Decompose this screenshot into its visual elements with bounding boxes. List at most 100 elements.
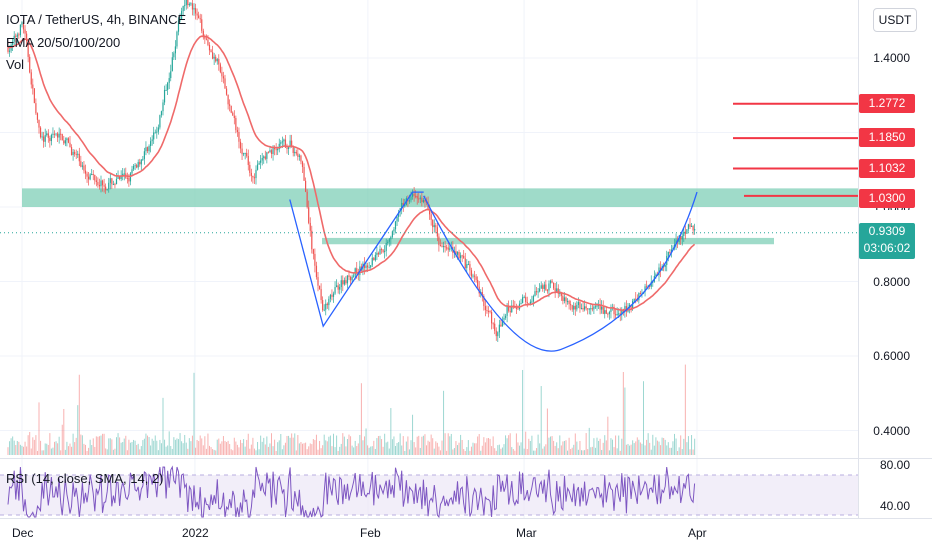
candle-body [235,118,237,131]
volume-legend[interactable]: Vol [6,57,25,72]
candle-body [461,255,463,257]
candle-body [349,277,352,281]
candle-body [55,133,57,135]
candle-body [322,300,324,311]
time-axis-label: 2022 [182,526,209,540]
candle-body [236,130,238,133]
volume-bar [289,437,291,455]
candle-body [32,84,34,89]
volume-bar [398,442,400,455]
volume-bar [433,448,435,455]
volume-bar [182,443,184,455]
volume-bar [500,448,502,455]
volume-bar [100,435,102,455]
volume-bar [125,435,127,455]
volume-bar [684,364,686,455]
volume-bar [212,449,214,455]
candle-body [477,279,479,287]
volume-bar [633,443,635,455]
candle-body [18,34,20,36]
volume-bar [520,442,522,455]
candle-body [326,303,328,306]
candle-body [117,175,119,179]
volume-bar [365,428,367,455]
candle-body [131,169,133,174]
volume-bar [441,440,443,455]
candle-body [610,308,612,312]
volume-bar [593,438,595,455]
candle-body [475,276,477,280]
candle-body [353,275,355,277]
candle-body [277,148,279,151]
volume-bar [410,440,412,455]
volume-bar [336,435,338,455]
candle-body [687,224,690,230]
volume-bar [463,449,465,455]
currency-button[interactable]: USDT [873,8,917,32]
volume-bar [323,434,325,455]
ema-legend[interactable]: EMA 20/50/100/200 [6,35,121,50]
candle-body [356,268,358,274]
volume-bar [577,449,579,455]
volume-bar [443,390,445,455]
candle-body [336,285,338,288]
volume-bar [102,433,104,455]
volume-bar [117,433,119,455]
volume-bar [675,438,677,455]
volume-bar [309,443,311,455]
volume-bar [133,439,135,455]
candle-body [625,306,628,312]
candle-body [410,196,412,201]
candle-body [126,177,128,179]
candle-body [275,149,277,151]
volume-bar [170,446,172,455]
candle-body [585,306,587,309]
volume-bar [233,437,235,455]
volume-bar [562,441,564,455]
volume-bar [412,414,414,455]
volume-bar [556,442,558,455]
candle-body [429,209,431,215]
candle-body [139,162,141,165]
volume-bar [74,442,76,455]
candle-body [167,82,169,90]
candle-body [587,308,589,310]
symbol-title[interactable]: IOTA / TetherUS, 4h, BINANCE [6,12,187,27]
volume-bar [278,440,280,455]
candle-body [436,227,438,237]
candle-body [303,166,305,181]
candle-body [616,313,618,316]
candle-body [467,264,469,266]
volume-bar [253,448,255,455]
volume-bar [85,444,86,455]
candle-body [492,323,494,325]
candle-body [422,199,424,203]
rsi-legend[interactable]: RSI (14, close, SMA, 14, 2) [6,471,164,486]
candle-body [551,280,553,283]
candle-body [8,50,11,52]
candle-body [297,153,299,157]
volume-bar [80,434,82,455]
candle-body [413,193,415,196]
candle-body [128,177,130,182]
volume-bar [271,433,272,455]
candle-body [387,241,389,244]
volume-bar [632,440,634,455]
rsi-axis-label: 40.00 [879,499,910,513]
volume-bar [669,447,671,455]
candle-body [260,160,262,163]
volume-bar [286,435,288,455]
volume-bar [402,436,404,455]
volume-bar [154,435,156,455]
candle-body [500,324,502,327]
candle-body [580,308,583,310]
candle-body [241,148,243,155]
candle-body [95,180,97,183]
volume-bar [167,445,169,455]
candle-body [232,112,234,116]
volume-bar [408,449,410,455]
candle-body [253,177,256,179]
volume-bar [407,436,409,455]
candle-body [157,127,159,132]
